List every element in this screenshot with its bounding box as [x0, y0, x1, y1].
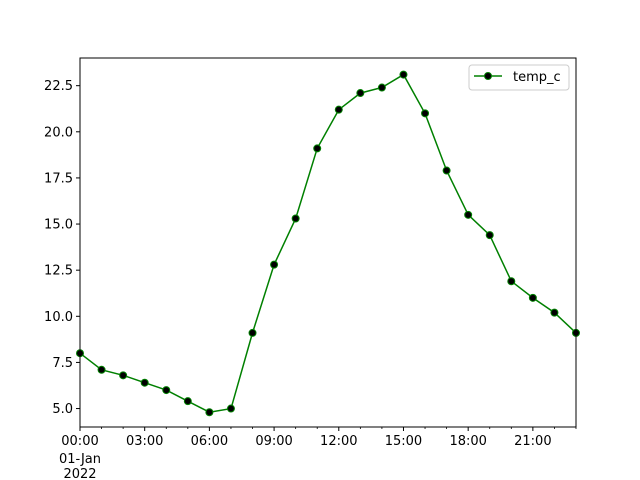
y-tick-label: 15.0 [44, 218, 73, 233]
legend-label: temp_c [513, 70, 561, 85]
data-point [270, 260, 279, 269]
axis-ticks: 5.0 7.5 10.0 12.5 15.0 17.5 20.0 22.5 00:00 03:00… [44, 79, 577, 480]
data-point [334, 105, 343, 114]
data-point [442, 166, 451, 175]
data-point [140, 378, 149, 387]
data-point [507, 277, 516, 286]
data-point [485, 231, 494, 240]
y-tick-label: 17.5 [44, 171, 73, 186]
x-tick-label: 12:00 [320, 434, 357, 449]
axes-frame [79, 57, 577, 428]
x-date-label: 01-Jan [59, 452, 101, 467]
data-point [119, 371, 128, 380]
data-point [226, 404, 235, 413]
data-point [183, 397, 192, 406]
y-tick-label: 10.0 [44, 310, 73, 325]
plot-area [76, 70, 580, 417]
legend-marker [484, 72, 492, 80]
x-tick-label: 09:00 [255, 434, 292, 449]
data-point [248, 328, 257, 337]
x-tick-label: 00:00 [61, 434, 98, 449]
series-line-temp_c [79, 73, 577, 413]
y-tick-label: 20.0 [44, 125, 73, 140]
x-tick-label: 03:00 [126, 434, 163, 449]
x-tick-label: 06:00 [191, 434, 228, 449]
data-point [313, 144, 322, 153]
y-tick-label: 22.5 [44, 79, 73, 94]
y-tick-label: 12.5 [44, 264, 73, 279]
data-point [399, 70, 408, 79]
data-point [528, 293, 537, 302]
data-point [356, 89, 365, 98]
data-point [97, 365, 106, 374]
data-point [421, 109, 430, 118]
data-point [205, 408, 214, 417]
legend-box [468, 64, 570, 91]
x-date-label: 2022 [63, 467, 96, 480]
data-point [464, 210, 473, 219]
data-point [291, 214, 300, 223]
y-tick-label: 7.5 [52, 356, 73, 371]
x-tick-label: 18:00 [449, 434, 486, 449]
data-point [377, 83, 386, 92]
data-point [162, 386, 171, 395]
x-tick-label: 15:00 [385, 434, 422, 449]
data-point [550, 308, 559, 317]
x-tick-label: 21:00 [514, 434, 551, 449]
y-tick-label: 5.0 [52, 402, 73, 417]
legend: temp_c [468, 64, 570, 91]
